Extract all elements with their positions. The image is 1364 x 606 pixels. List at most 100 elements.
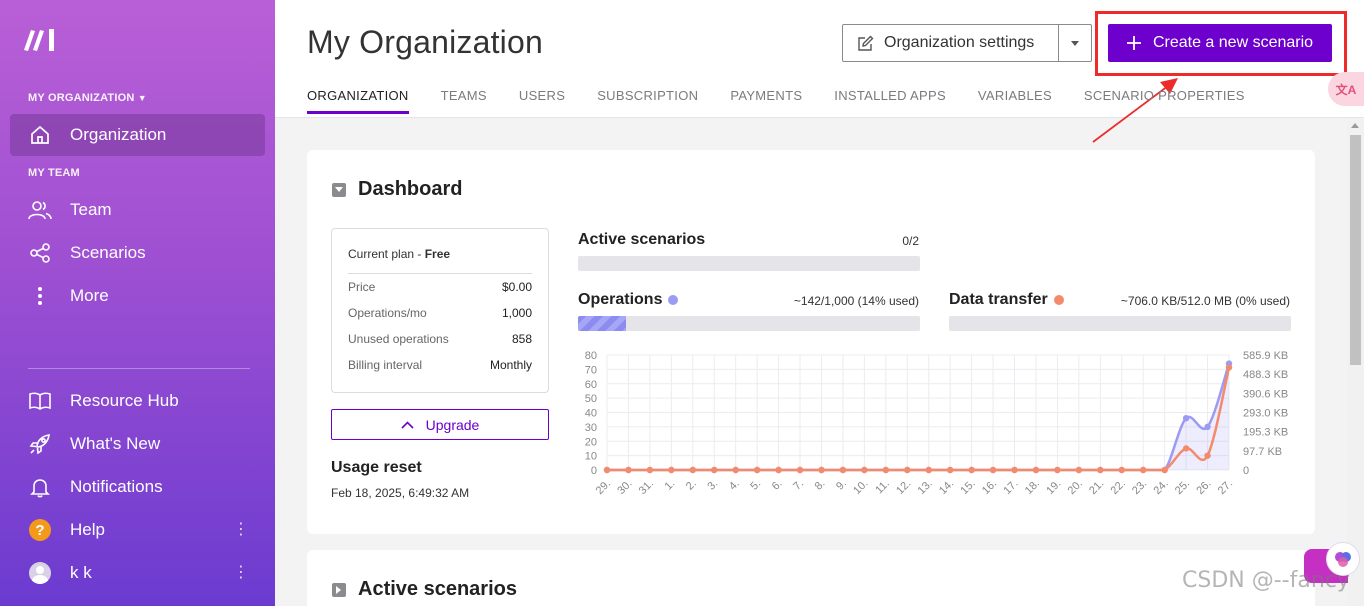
chart-y2-tick-label: 488.3 KB <box>1243 369 1288 381</box>
translate-icon[interactable]: 文A <box>1328 72 1364 106</box>
tab-payments[interactable]: PAYMENTS <box>730 88 803 103</box>
chart-x-tick-label: 26. <box>1194 478 1213 497</box>
sidebar-item-more[interactable]: More <box>10 275 265 317</box>
chart-y2-tick-label: 195.3 KB <box>1243 427 1288 439</box>
operations-text: Operations <box>578 291 663 308</box>
scrollbar[interactable] <box>1347 119 1364 606</box>
active-scenarios-header[interactable]: Active scenarios <box>332 578 517 601</box>
plan-name: Free <box>424 247 451 261</box>
chart-data-point <box>1032 466 1040 474</box>
org-section-label[interactable]: MY ORGANIZATION ▼ <box>28 92 147 104</box>
tab-scenario-properties[interactable]: SCENARIO PROPERTIES <box>1083 88 1245 103</box>
chart-y-tick-label: 0 <box>591 465 597 477</box>
plan-row-value: $0.00 <box>501 280 532 294</box>
sidebar-item-label: Scenarios <box>70 243 146 262</box>
chart-y-tick-label: 70 <box>585 364 597 376</box>
plan-row-value: Monthly <box>489 358 532 372</box>
plan-row-value: 1,000 <box>501 306 532 320</box>
plan-row-operations: Operations/mo 1,000 <box>348 300 532 326</box>
help-more-icon[interactable]: ⋮ <box>233 521 249 538</box>
chart-x-tick-label: 23. <box>1130 478 1149 497</box>
usage-reset-title: Usage reset <box>331 459 422 476</box>
sidebar-item-team[interactable]: Team <box>10 189 265 231</box>
sidebar-item-help[interactable]: ? Help <box>10 509 265 551</box>
chart-data-point <box>989 466 997 474</box>
sidebar-item-label: Resource Hub <box>70 391 179 410</box>
data-transfer-text: Data transfer <box>949 291 1048 308</box>
plan-row-key: Billing interval <box>348 358 423 372</box>
chart-data-point <box>1204 452 1211 459</box>
chart-x-tick-label: 8. <box>813 478 828 493</box>
chart-x-tick-label: 11. <box>873 478 892 497</box>
chart-data-point <box>1097 466 1104 474</box>
chart-data-point <box>1204 423 1211 431</box>
chart-data-point <box>603 466 611 474</box>
chart-x-tick-label: 18. <box>1023 478 1042 497</box>
chart-data-point <box>1225 364 1233 371</box>
chart-x-tick-label: 7. <box>791 478 806 493</box>
chart-x-tick-label: 31. <box>637 478 656 497</box>
chart-y-tick-label: 50 <box>585 393 597 405</box>
tab-variables[interactable]: VARIABLES <box>977 88 1052 103</box>
data-transfer-legend-dot <box>1053 295 1064 305</box>
active-scenarios-text: Active scenarios <box>578 231 706 248</box>
tab-subscription[interactable]: SUBSCRIPTION <box>597 88 699 103</box>
create-scenario-button[interactable]: Create a new scenario <box>1108 24 1332 62</box>
rocket-icon <box>28 432 52 456</box>
chart-y-tick-label: 60 <box>585 379 597 391</box>
sidebar-item-scenarios[interactable]: Scenarios <box>10 232 265 274</box>
chart-y2-tick-label: 585.9 KB <box>1243 350 1288 362</box>
chart-series-line <box>606 367 1231 472</box>
chart-y-tick-label: 10 <box>585 451 597 463</box>
scroll-up-icon[interactable] <box>1351 123 1359 128</box>
scrollbar-thumb[interactable] <box>1350 135 1361 365</box>
chart-data-point <box>711 466 718 474</box>
tab-teams[interactable]: TEAMS <box>440 88 487 103</box>
assistant-icon[interactable] <box>1326 542 1360 576</box>
chart-series-line <box>606 363 1231 472</box>
sidebar-item-label: Notifications <box>70 477 163 496</box>
plan-row-billing: Billing interval Monthly <box>348 352 532 378</box>
make-logo-icon[interactable] <box>22 26 58 52</box>
chart-data-point <box>882 466 890 474</box>
page-header: My Organization Organization settings Cr… <box>275 0 1364 143</box>
sidebar-item-label: What's New <box>70 434 161 453</box>
organization-settings-dropdown[interactable] <box>1058 24 1092 62</box>
sidebar-item-resource-hub[interactable]: Resource Hub <box>10 380 265 422</box>
usage-reset-date: Feb 18, 2025, 6:49:32 AM <box>331 486 470 500</box>
user-more-icon[interactable]: ⋮ <box>233 564 249 581</box>
chart-data-point <box>1011 466 1018 474</box>
chart-x-tick-label: 29. <box>594 478 613 497</box>
current-plan-label: Current plan - <box>348 247 425 261</box>
upgrade-button[interactable]: Upgrade <box>331 409 549 440</box>
sidebar-item-user[interactable]: k k <box>10 552 265 594</box>
sidebar-item-whats-new[interactable]: What's New <box>10 423 265 465</box>
chart-x-tick-label: 17. <box>1001 478 1020 497</box>
tab-users[interactable]: USERS <box>518 88 566 103</box>
chart-x-tick-label: 19. <box>1044 478 1063 497</box>
sidebar-item-notifications[interactable]: Notifications <box>10 466 265 508</box>
chart-data-point <box>646 466 654 474</box>
chart-y2-tick-label: 0 <box>1243 465 1249 477</box>
chart-data-point <box>1140 466 1147 474</box>
create-scenario-label: Create a new scenario <box>1152 34 1314 51</box>
expand-icon[interactable] <box>332 582 346 597</box>
sidebar-item-label: Help <box>70 520 105 539</box>
chart-y2-tick-label: 390.6 KB <box>1243 388 1288 400</box>
sidebar-item-organization[interactable]: Organization <box>10 114 265 156</box>
operations-value: ~142/1,000 (14% used) <box>793 294 919 308</box>
chart-data-point <box>1182 445 1190 452</box>
tab-organization[interactable]: ORGANIZATION <box>307 88 409 114</box>
upgrade-label: Upgrade <box>425 416 480 433</box>
plus-icon <box>1126 36 1141 50</box>
chart-x-tick-label: 30. <box>615 478 634 497</box>
chevron-up-icon <box>401 420 414 429</box>
organization-settings-button[interactable]: Organization settings <box>842 24 1059 62</box>
avatar <box>28 561 52 585</box>
plan-row-key: Operations/mo <box>348 306 427 320</box>
dashboard-header[interactable]: Dashboard <box>332 178 462 201</box>
caret-down-icon <box>1071 40 1079 46</box>
chart-x-tick-label: 1. <box>662 478 677 493</box>
collapse-icon[interactable] <box>332 182 346 197</box>
tab-installed-apps[interactable]: INSTALLED APPS <box>834 88 946 103</box>
